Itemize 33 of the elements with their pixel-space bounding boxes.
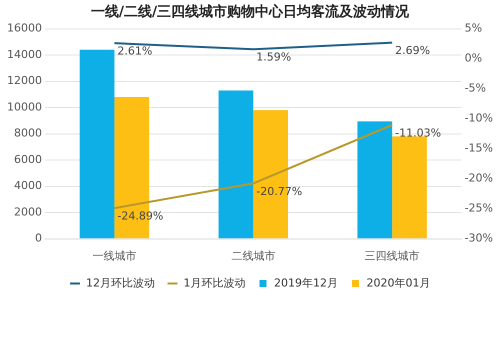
y-tick-label: 4000 xyxy=(14,179,42,192)
y2-tick-label: -5% xyxy=(464,82,486,95)
chart-title: 一线/二线/三四线城市购物中心日均客流及波动情况 xyxy=(90,3,410,20)
y2-tick-label: 0% xyxy=(464,52,482,65)
data-label: 2.69% xyxy=(395,44,430,58)
bar xyxy=(218,90,254,238)
data-label: 2.61% xyxy=(117,44,152,58)
legend-label: 1月环比波动 xyxy=(184,276,246,290)
y-tick-label: 6000 xyxy=(14,152,42,166)
y-tick-label: 2000 xyxy=(14,205,42,218)
data-label: -11.03% xyxy=(395,126,442,140)
y2-tick-label: -25% xyxy=(464,202,494,215)
y-tick-label: 14000 xyxy=(6,48,42,61)
y-tick-label: 16000 xyxy=(6,22,42,35)
y-tick-label: 12000 xyxy=(6,74,42,88)
bar xyxy=(80,50,114,238)
bar xyxy=(392,136,427,238)
data-label: 1.59% xyxy=(256,50,292,64)
y-tick-label: 0 xyxy=(34,232,42,245)
y2-tick-label: -15% xyxy=(464,142,494,155)
y-tick-label: 8000 xyxy=(14,126,42,140)
y2-tick-label: 5% xyxy=(464,22,482,35)
x-tick-label: 一线城市 xyxy=(92,249,136,262)
legend-label: 12月环比波动 xyxy=(86,276,156,290)
legend-label: 2019年12月 xyxy=(274,276,338,290)
legend-label: 2020年01月 xyxy=(366,276,430,290)
y2-tick-label: -30% xyxy=(464,232,494,245)
x-tick-label: 二线城市 xyxy=(231,249,276,262)
y-tick-label: 10000 xyxy=(6,100,42,114)
y2-tick-label: -10% xyxy=(464,112,494,125)
y2-tick-label: -20% xyxy=(464,172,494,185)
x-tick-label: 三四线城市 xyxy=(364,249,420,262)
bar xyxy=(357,121,392,238)
